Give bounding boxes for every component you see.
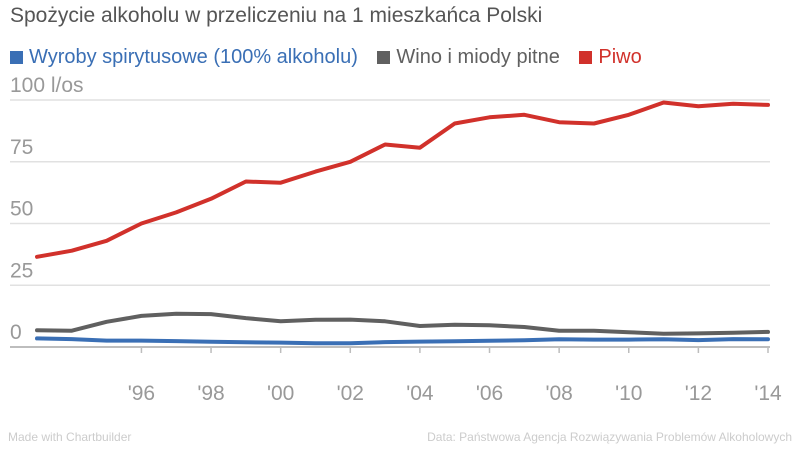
line-beer xyxy=(35,100,770,259)
legend-swatch-wine xyxy=(377,51,391,64)
line-spirits xyxy=(35,336,770,346)
legend-item-wine: Wino i miody pitne xyxy=(377,46,560,69)
x-tick-label: '00 xyxy=(267,382,294,405)
footer-credit: Made with Chartbuilder xyxy=(8,430,132,444)
y-tick-label: 100 l/os xyxy=(10,74,84,97)
x-tick-label: '04 xyxy=(406,382,434,405)
x-tick-label: '96 xyxy=(128,382,155,405)
x-tick-label: '10 xyxy=(615,382,642,405)
line-wine xyxy=(35,311,770,336)
legend-swatch-beer xyxy=(579,51,593,64)
legend-label-wine: Wino i miody pitne xyxy=(396,46,560,68)
x-tick-label: '06 xyxy=(476,382,503,405)
x-tick-label: '98 xyxy=(197,382,224,405)
legend-label-beer: Piwo xyxy=(598,46,642,68)
y-tick-label: 0 xyxy=(10,321,22,344)
x-tick-label: '12 xyxy=(685,382,712,405)
legend-item-spirits: Wyroby spirytusowe (100% alkoholu) xyxy=(10,46,358,69)
x-tick-label: '08 xyxy=(545,382,572,405)
x-tick-label: '02 xyxy=(337,382,364,405)
footer-source: Data: Państwowa Agencja Rozwiązywania Pr… xyxy=(427,430,792,444)
y-tick-label: 75 xyxy=(10,136,33,159)
y-tick-label: 50 xyxy=(10,198,33,221)
y-tick-label: 25 xyxy=(10,259,33,282)
chart-legend: Wyroby spirytusowe (100% alkoholu) Wino … xyxy=(10,46,656,70)
chart-title: Spożycie alkoholu w przeliczeniu na 1 mi… xyxy=(10,4,543,27)
legend-label-spirits: Wyroby spirytusowe (100% alkoholu) xyxy=(29,46,358,68)
legend-swatch-spirits xyxy=(10,51,23,64)
legend-item-beer: Piwo xyxy=(579,46,642,69)
x-tick-label: '14 xyxy=(754,382,782,405)
